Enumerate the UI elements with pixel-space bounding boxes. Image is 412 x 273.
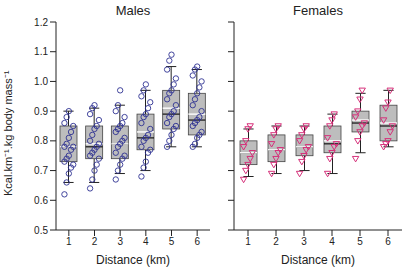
svg-text:Distance (km): Distance (km) (96, 253, 170, 267)
svg-text:2: 2 (92, 236, 98, 247)
svg-text:0.8: 0.8 (34, 135, 48, 146)
svg-text:1.1: 1.1 (34, 46, 48, 57)
svg-text:0.9: 0.9 (34, 106, 48, 117)
svg-text:0.5: 0.5 (34, 225, 48, 236)
svg-text:0.6: 0.6 (34, 195, 48, 206)
svg-text:5: 5 (357, 236, 363, 247)
svg-text:6: 6 (194, 236, 200, 247)
svg-text:6: 6 (385, 236, 391, 247)
svg-text:5: 5 (169, 236, 175, 247)
html-text:Males: Males (115, 3, 151, 18)
svg-text:1.2: 1.2 (34, 17, 48, 28)
html-text:Females: Females (293, 3, 343, 18)
svg-text:1: 1 (245, 236, 251, 247)
svg-text:1: 1 (66, 236, 72, 247)
svg-text:4: 4 (329, 236, 335, 247)
svg-text:1.0: 1.0 (34, 76, 48, 87)
svg-text:3: 3 (301, 236, 307, 247)
svg-text:3: 3 (117, 236, 123, 247)
svg-text:2: 2 (273, 236, 279, 247)
svg-text:Kcal.km⁻¹.kg body mass⁻¹: Kcal.km⁻¹.kg body mass⁻¹ (8, 70, 14, 196)
svg-text:4: 4 (143, 236, 149, 247)
svg-text:0.7: 0.7 (34, 165, 48, 176)
svg-text:Distance (km): Distance (km) (281, 253, 355, 267)
